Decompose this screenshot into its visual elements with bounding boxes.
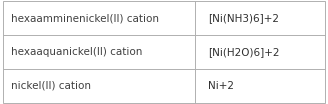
Text: hexaamminenickel(II) cation: hexaamminenickel(II) cation — [11, 13, 159, 23]
Text: [Ni(H2O)6]+2: [Ni(H2O)6]+2 — [208, 47, 280, 57]
Text: [Ni(NH3)6]+2: [Ni(NH3)6]+2 — [208, 13, 279, 23]
Text: nickel(II) cation: nickel(II) cation — [11, 81, 92, 91]
Text: Ni+2: Ni+2 — [208, 81, 234, 91]
Text: hexaaquanickel(II) cation: hexaaquanickel(II) cation — [11, 47, 143, 57]
